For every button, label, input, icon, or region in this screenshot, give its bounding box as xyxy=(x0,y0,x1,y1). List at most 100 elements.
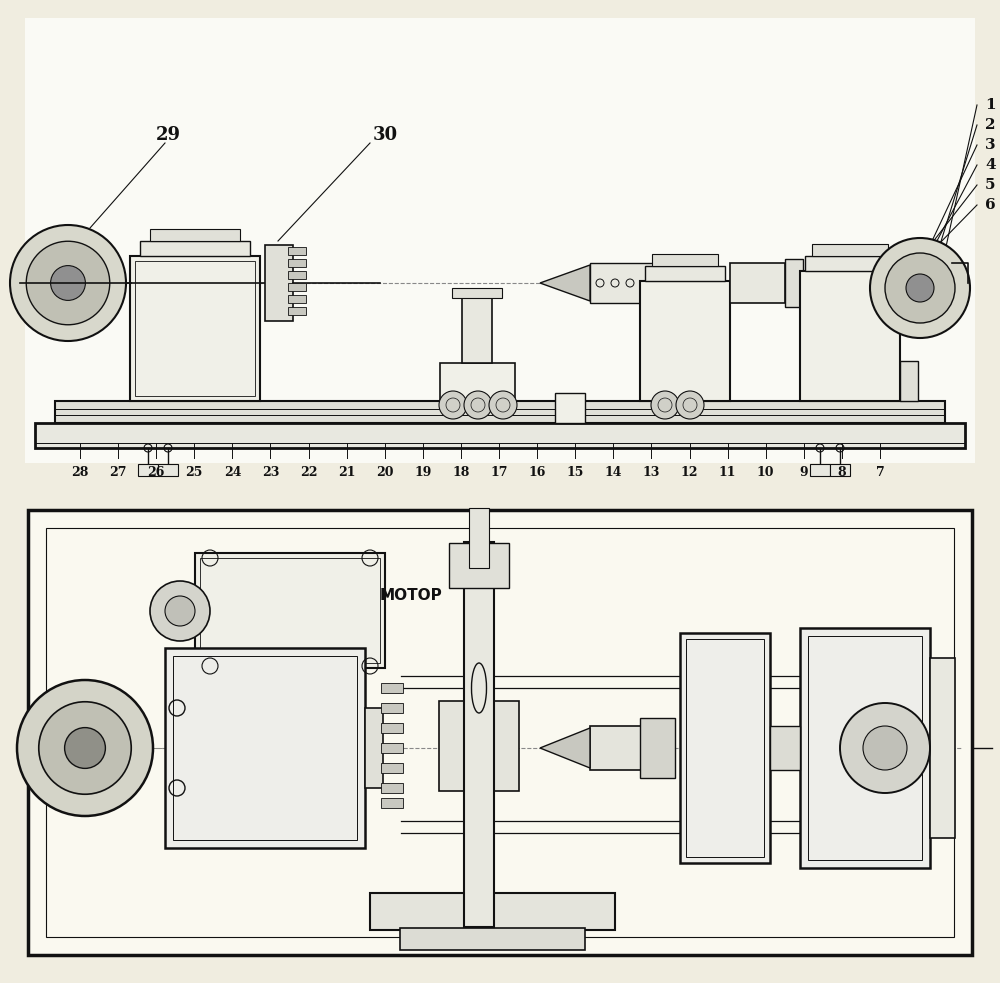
Bar xyxy=(680,633,770,863)
Circle shape xyxy=(863,726,907,770)
Text: 22: 22 xyxy=(300,467,317,480)
Bar xyxy=(138,464,158,476)
Bar xyxy=(800,628,930,868)
Text: 4: 4 xyxy=(985,158,996,172)
Bar xyxy=(640,281,730,401)
Text: 18: 18 xyxy=(452,467,470,480)
Circle shape xyxy=(464,391,492,419)
Bar xyxy=(55,401,945,423)
Bar xyxy=(130,256,260,401)
Bar xyxy=(135,261,255,396)
Bar xyxy=(640,718,675,778)
Bar xyxy=(200,558,380,663)
Text: 27: 27 xyxy=(109,467,127,480)
Text: 15: 15 xyxy=(567,467,584,480)
Bar xyxy=(785,259,803,307)
Bar xyxy=(812,244,888,256)
Bar xyxy=(381,783,403,793)
Polygon shape xyxy=(540,265,590,301)
Bar xyxy=(555,393,585,423)
Text: 3: 3 xyxy=(985,138,996,152)
Polygon shape xyxy=(540,728,590,768)
Bar xyxy=(288,259,306,267)
Text: 21: 21 xyxy=(338,467,355,480)
Text: 7: 7 xyxy=(876,467,884,480)
Bar xyxy=(805,256,895,271)
Bar xyxy=(770,726,800,770)
Bar xyxy=(590,263,660,303)
Circle shape xyxy=(150,581,210,641)
Bar xyxy=(140,241,250,256)
Bar xyxy=(195,553,385,668)
Text: 25: 25 xyxy=(186,467,203,480)
Circle shape xyxy=(10,225,126,341)
Text: МОТОР: МОТОР xyxy=(380,588,443,603)
Bar xyxy=(686,639,764,857)
Text: 13: 13 xyxy=(643,467,660,480)
Text: 14: 14 xyxy=(605,467,622,480)
Text: 30: 30 xyxy=(373,126,398,144)
Bar xyxy=(288,247,306,255)
Bar xyxy=(808,636,922,860)
Bar xyxy=(930,658,955,838)
Bar xyxy=(35,423,965,448)
Bar xyxy=(25,18,975,463)
Text: 17: 17 xyxy=(490,467,508,480)
Bar xyxy=(158,464,178,476)
Circle shape xyxy=(676,391,704,419)
Bar xyxy=(381,683,403,693)
Circle shape xyxy=(17,680,153,816)
Text: 20: 20 xyxy=(376,467,394,480)
Circle shape xyxy=(439,391,467,419)
Bar xyxy=(381,798,403,808)
Bar xyxy=(265,245,293,321)
Text: 28: 28 xyxy=(71,467,89,480)
Bar xyxy=(46,528,954,937)
Bar xyxy=(381,703,403,713)
Bar xyxy=(28,510,972,955)
Text: 8: 8 xyxy=(838,467,846,480)
Bar xyxy=(464,542,494,927)
Bar xyxy=(288,283,306,291)
Bar xyxy=(165,648,365,848)
Circle shape xyxy=(26,241,110,324)
Bar xyxy=(288,271,306,279)
Circle shape xyxy=(165,596,195,626)
Text: 23: 23 xyxy=(262,467,279,480)
Text: 1: 1 xyxy=(985,98,996,112)
Circle shape xyxy=(651,391,679,419)
Circle shape xyxy=(39,702,131,794)
Bar xyxy=(462,293,492,363)
Text: 11: 11 xyxy=(719,467,736,480)
Bar xyxy=(381,743,403,753)
Circle shape xyxy=(906,274,934,302)
Bar xyxy=(645,266,725,281)
Text: 26: 26 xyxy=(148,467,165,480)
Bar xyxy=(652,254,718,266)
Circle shape xyxy=(51,265,85,301)
Text: 5: 5 xyxy=(985,178,996,192)
Bar xyxy=(452,288,502,298)
Text: 19: 19 xyxy=(414,467,432,480)
Bar xyxy=(810,464,830,476)
Circle shape xyxy=(885,253,955,323)
Bar xyxy=(469,508,489,568)
Text: 10: 10 xyxy=(757,467,774,480)
Bar xyxy=(830,464,850,476)
Text: 24: 24 xyxy=(224,467,241,480)
Bar xyxy=(370,893,615,930)
Bar xyxy=(150,229,240,241)
Circle shape xyxy=(65,727,105,769)
Bar xyxy=(365,708,383,788)
Bar xyxy=(288,295,306,303)
Bar xyxy=(381,763,403,773)
Text: 29: 29 xyxy=(156,126,180,144)
Text: 2: 2 xyxy=(985,118,996,132)
Bar xyxy=(590,726,645,770)
Bar xyxy=(900,361,918,401)
Bar xyxy=(800,271,900,401)
Bar xyxy=(730,263,785,303)
Bar xyxy=(440,363,515,401)
Bar xyxy=(400,928,585,950)
Circle shape xyxy=(840,703,930,793)
